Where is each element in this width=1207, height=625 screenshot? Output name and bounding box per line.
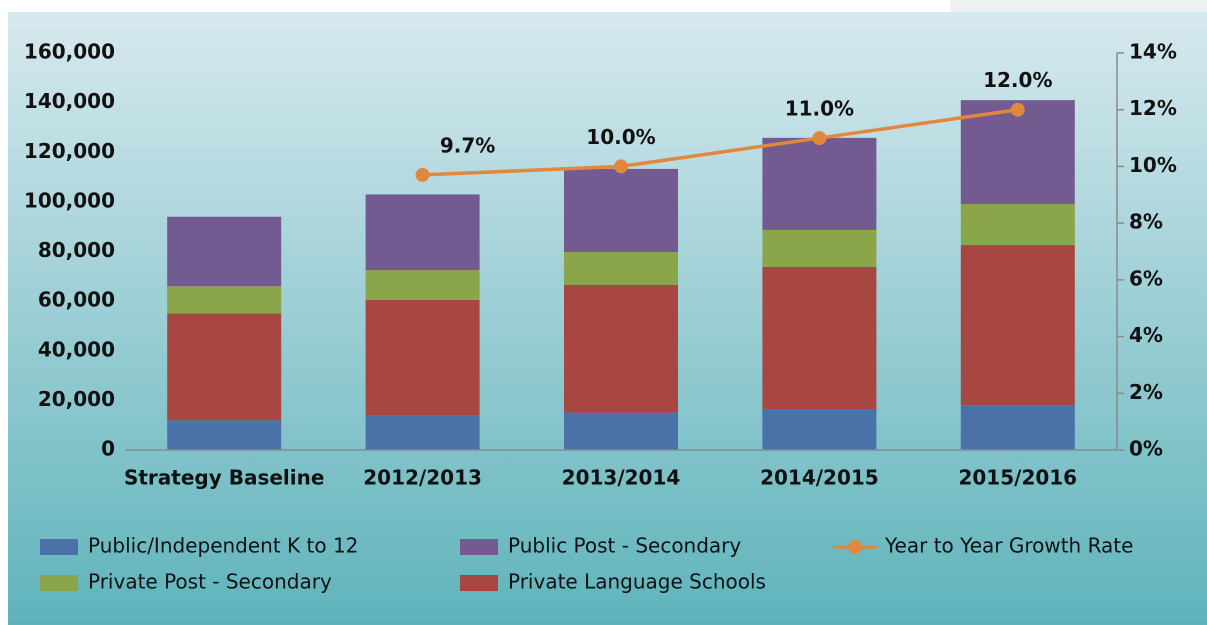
legend-label: Private Post - Secondary — [88, 570, 332, 594]
legend-marker — [848, 540, 862, 554]
growth-marker — [415, 167, 430, 182]
bar-segment — [762, 409, 877, 450]
growth-line — [422, 107, 1019, 177]
bar-segment — [960, 405, 1075, 450]
y-tick-label: 120,000 — [24, 139, 115, 163]
bar-segment — [167, 216, 282, 287]
bar-segment — [365, 270, 480, 300]
bar-segment — [960, 245, 1075, 406]
x-tick-label: Strategy Baseline — [124, 466, 325, 490]
y2-tick-label: 12% — [1129, 96, 1177, 120]
bar-segment — [762, 266, 877, 410]
bar-segment — [365, 415, 480, 450]
legend-label: Private Language Schools — [508, 570, 766, 594]
legend-swatch — [460, 539, 498, 555]
bar-segment — [762, 229, 877, 267]
legend-swatch — [40, 539, 78, 555]
y-tick-label: 140,000 — [24, 89, 115, 113]
data-label: 11.0% — [785, 97, 854, 121]
bar-segment — [960, 100, 1075, 205]
y2-tick-label: 14% — [1129, 40, 1177, 64]
y-tick-label: 100,000 — [24, 188, 115, 212]
bar-segment — [564, 251, 678, 285]
y-tick-label: 0 — [101, 437, 115, 461]
bar-segment — [167, 420, 282, 450]
bar-segment — [762, 137, 877, 230]
y2-tick-label: 0% — [1129, 437, 1163, 461]
bar-segment — [564, 284, 678, 413]
y2-tick-label: 6% — [1129, 266, 1163, 290]
x-tick-label: 2012/2013 — [363, 466, 482, 490]
y2-tick-label: 8% — [1129, 210, 1163, 234]
y2-tick-label: 2% — [1129, 380, 1163, 404]
bar-segment — [167, 286, 282, 314]
data-label: 12.0% — [983, 68, 1052, 92]
growth-marker — [614, 159, 628, 174]
y-tick-label: 20,000 — [38, 387, 115, 411]
legend-label: Public Post - Secondary — [508, 534, 741, 558]
x-tick-label: 2014/2015 — [760, 466, 879, 490]
y-tick-label: 40,000 — [38, 337, 115, 361]
legend-swatch — [460, 575, 498, 591]
data-label: 9.7% — [440, 133, 495, 157]
growth-marker — [1010, 102, 1025, 117]
bar-segment — [960, 204, 1075, 246]
y-tick-label: 80,000 — [38, 238, 115, 262]
y2-tick-label: 4% — [1129, 323, 1163, 347]
bar-segment — [564, 168, 678, 252]
corner-box — [950, 0, 1207, 14]
bar-segment — [167, 313, 282, 421]
data-label: 10.0% — [586, 125, 655, 149]
y2-tick-label: 10% — [1129, 153, 1177, 177]
legend-swatch — [40, 575, 78, 591]
y-tick-label: 60,000 — [38, 288, 115, 312]
growth-marker — [812, 131, 827, 146]
legend-label: Year to Year Growth Rate — [884, 534, 1133, 558]
bar-segment — [365, 299, 480, 416]
x-tick-label: 2015/2016 — [958, 466, 1077, 490]
y-tick-label: 160,000 — [24, 40, 115, 64]
x-tick-label: 2013/2014 — [562, 466, 681, 490]
bar-segment — [564, 412, 678, 450]
bar-segment — [365, 194, 480, 271]
legend-label: Public/Independent K to 12 — [88, 534, 358, 558]
